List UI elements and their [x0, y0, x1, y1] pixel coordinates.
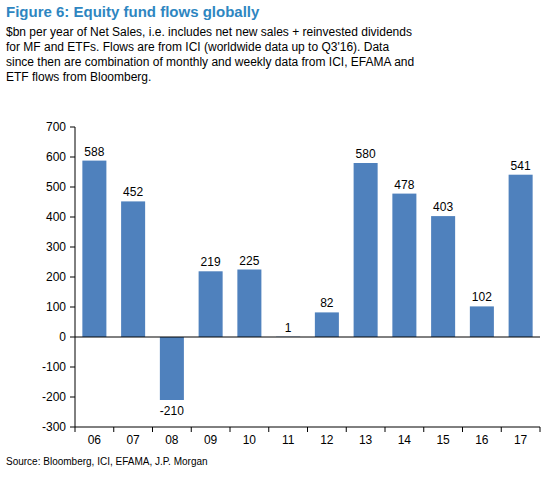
- data-label: 1: [285, 321, 292, 335]
- bars: [82, 161, 532, 400]
- y-tick-label: 100: [46, 300, 66, 314]
- x-tick-label: 14: [398, 433, 412, 447]
- x-tick: [268, 427, 269, 432]
- y-tick: [70, 397, 75, 398]
- zero-line: [75, 337, 540, 338]
- x-tick: [191, 427, 192, 432]
- y-tick: [70, 337, 75, 338]
- data-label: 541: [511, 159, 531, 173]
- x-tick-label: 10: [243, 433, 257, 447]
- y-tick-label: 0: [59, 330, 66, 344]
- x-tick: [113, 427, 114, 432]
- y-tick-label: 700: [46, 120, 66, 134]
- y-tick: [70, 427, 75, 428]
- x-tick-label: 09: [204, 433, 218, 447]
- x-tick-label: 06: [88, 433, 102, 447]
- bar: [121, 201, 145, 337]
- y-tick: [70, 187, 75, 188]
- bar: [431, 216, 455, 337]
- y-tick-label: 200: [46, 270, 66, 284]
- x-tick: [462, 427, 463, 432]
- y-tick: [70, 247, 75, 248]
- data-label: 219: [201, 255, 221, 269]
- y-tick: [70, 367, 75, 368]
- x-tick: [152, 427, 153, 432]
- x-tick: [540, 427, 541, 432]
- y-tick: [70, 127, 75, 128]
- x-tick: [501, 427, 502, 432]
- y-tick-label: 500: [46, 180, 66, 194]
- subtitle: since then are combination of monthly an…: [6, 55, 414, 69]
- x-tick-label: 08: [165, 433, 179, 447]
- bar: [160, 337, 184, 400]
- y-tick-label: 300: [46, 240, 66, 254]
- subtitle: for MF and ETFs. Flows are from ICI (wor…: [6, 40, 389, 54]
- x-tick: [75, 427, 76, 432]
- bar: [470, 306, 494, 337]
- bar: [392, 194, 416, 337]
- data-label: 478: [394, 178, 414, 192]
- y-tick: [70, 157, 75, 158]
- data-label: 588: [84, 145, 104, 159]
- bar: [509, 175, 533, 337]
- data-label: 452: [123, 185, 143, 199]
- source: Source: Bloomberg, ICI, EFAMA, J.P. Morg…: [6, 456, 208, 467]
- x-tick-label: 16: [475, 433, 489, 447]
- x-tick: [385, 427, 386, 432]
- y-tick: [70, 277, 75, 278]
- x-tick-label: 13: [359, 433, 373, 447]
- y-tick: [70, 307, 75, 308]
- x-tick-label: 12: [320, 433, 334, 447]
- x-tick-label: 17: [514, 433, 528, 447]
- bar: [237, 270, 261, 338]
- x-tick-label: 15: [436, 433, 450, 447]
- y-tick-label: 400: [46, 210, 66, 224]
- x-tick: [423, 427, 424, 432]
- bar: [199, 271, 223, 337]
- bar: [354, 163, 378, 337]
- title: Figure 6: Equity fund flows globally: [6, 3, 260, 20]
- data-label: 580: [356, 147, 376, 161]
- data-label: -210: [160, 404, 184, 418]
- x-tick-label: 07: [126, 433, 140, 447]
- bar: [315, 312, 339, 337]
- x-tick: [346, 427, 347, 432]
- data-label: 225: [239, 254, 259, 268]
- subtitle: $bn per year of Net Sales, i.e. includes…: [6, 25, 412, 39]
- data-label: 82: [320, 296, 334, 310]
- bar: [82, 161, 106, 337]
- chart: Figure 6: Equity fund flows globally $bn …: [0, 0, 548, 484]
- y-tick-label: -300: [42, 420, 66, 434]
- y-tick-label: -200: [42, 390, 66, 404]
- x-tick: [307, 427, 308, 432]
- data-label: 403: [433, 200, 453, 214]
- y-tick: [70, 217, 75, 218]
- y-tick-label: 600: [46, 150, 66, 164]
- x-tick: [230, 427, 231, 432]
- data-label: 102: [472, 290, 492, 304]
- x-tick-label: 11: [282, 433, 295, 447]
- y-tick-label: -100: [42, 360, 66, 374]
- subtitle: ETF flows from Bloomberg.: [6, 70, 151, 84]
